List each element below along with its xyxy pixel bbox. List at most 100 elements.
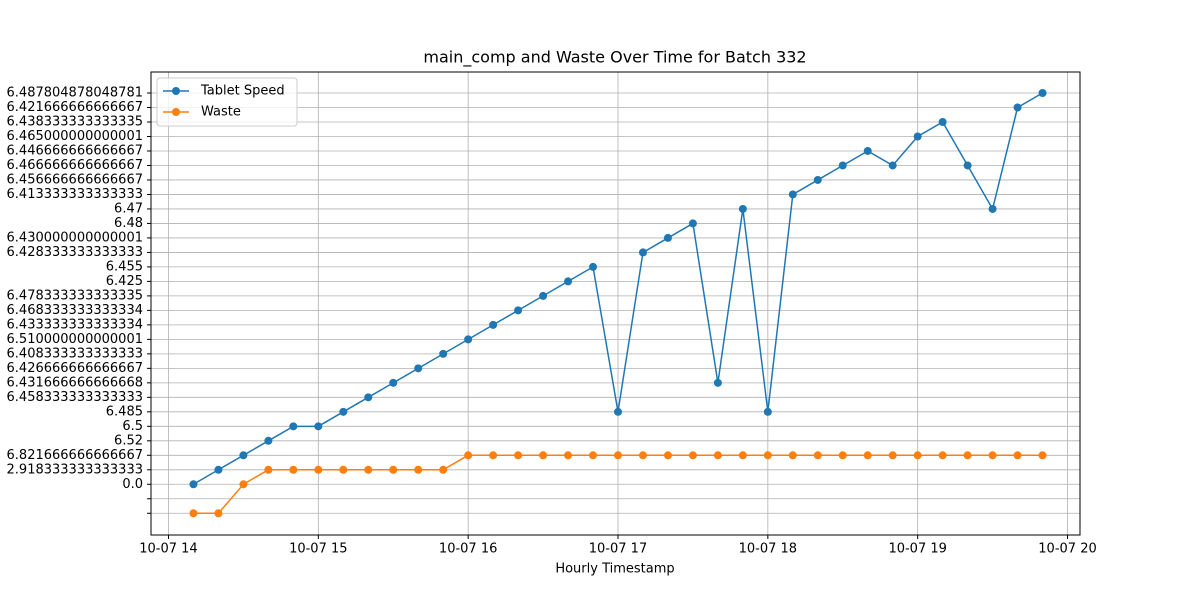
data-point xyxy=(863,451,872,460)
data-point xyxy=(713,378,722,387)
y-tick-label: 6.510000000000001 xyxy=(7,332,143,347)
data-point xyxy=(314,465,323,474)
data-point xyxy=(738,204,747,213)
data-point xyxy=(913,451,922,460)
data-point xyxy=(1013,103,1022,112)
y-tick-label: 6.487804878048781 xyxy=(7,86,143,101)
y-tick-label: 6.408333333333333 xyxy=(7,346,143,361)
y-tick-label: 6.47 xyxy=(114,201,143,216)
data-point xyxy=(289,465,298,474)
data-point xyxy=(289,422,298,431)
x-tick-label: 10-07 15 xyxy=(289,542,347,557)
y-tick-label: 6.5 xyxy=(122,419,143,434)
data-point xyxy=(564,277,573,286)
y-tick-label: 6.430000000000001 xyxy=(7,230,143,245)
y-tick-label: 6.465000000000001 xyxy=(7,129,143,144)
data-point xyxy=(439,465,448,474)
data-point xyxy=(838,161,847,170)
data-point xyxy=(813,175,822,184)
data-point xyxy=(613,451,622,460)
y-tick-label: 6.485 xyxy=(106,404,143,419)
data-point xyxy=(688,219,697,228)
data-point xyxy=(788,451,797,460)
x-axis-label: Hourly Timestamp xyxy=(555,562,674,577)
data-point xyxy=(264,465,273,474)
data-point xyxy=(464,451,473,460)
data-point xyxy=(314,422,323,431)
data-point xyxy=(339,407,348,416)
data-point xyxy=(589,451,598,460)
data-point xyxy=(1013,451,1022,460)
data-point xyxy=(838,451,847,460)
data-point xyxy=(938,451,947,460)
data-point xyxy=(888,161,897,170)
y-tick-label: 6.446666666666667 xyxy=(7,143,143,158)
data-point xyxy=(214,509,223,518)
data-point xyxy=(763,451,772,460)
data-point xyxy=(663,451,672,460)
y-tick-label: 6.428333333333333 xyxy=(7,245,143,260)
data-point xyxy=(613,407,622,416)
data-point xyxy=(214,465,223,474)
x-tick-label: 10-07 19 xyxy=(888,542,946,557)
legend-label: Waste xyxy=(201,105,241,120)
data-point xyxy=(1038,451,1047,460)
data-point xyxy=(439,349,448,358)
y-tick-label: 6.466666666666667 xyxy=(7,158,143,173)
data-point xyxy=(913,132,922,141)
plot-frame xyxy=(150,71,1081,536)
y-tick-label: 6.468333333333334 xyxy=(7,303,143,318)
y-tick-label: 2.918333333333333 xyxy=(7,462,143,477)
data-point xyxy=(539,451,548,460)
y-tick-label: 6.52 xyxy=(114,433,143,448)
y-tick-label: 6.425 xyxy=(106,274,143,289)
data-point xyxy=(813,451,822,460)
x-tick-label: 10-07 17 xyxy=(589,542,647,557)
y-tick-label: 6.821666666666667 xyxy=(7,448,143,463)
data-point xyxy=(713,451,722,460)
data-point xyxy=(414,364,423,373)
legend-label: Tablet Speed xyxy=(200,84,285,99)
data-point xyxy=(638,248,647,257)
data-point xyxy=(963,161,972,170)
y-tick-label: 6.456666666666667 xyxy=(7,172,143,187)
data-point xyxy=(489,320,498,329)
data-point xyxy=(514,306,523,315)
data-point xyxy=(663,233,672,242)
chart-title: main_comp and Waste Over Time for Batch … xyxy=(423,48,806,68)
x-tick-label: 10-07 14 xyxy=(139,542,197,557)
data-point xyxy=(788,190,797,199)
legend: Tablet Speed Waste xyxy=(156,77,298,127)
y-tick-label: 6.413333333333333 xyxy=(7,187,143,202)
data-point xyxy=(464,335,473,344)
x-tick-label: 10-07 18 xyxy=(739,542,797,557)
legend-marker xyxy=(172,87,180,95)
y-tick-label: 6.478333333333335 xyxy=(7,288,143,303)
data-point xyxy=(339,465,348,474)
data-point xyxy=(514,451,523,460)
data-point xyxy=(239,451,248,460)
data-point xyxy=(738,451,747,460)
data-point xyxy=(888,451,897,460)
data-point xyxy=(938,117,947,126)
y-tick-label: 6.48 xyxy=(114,216,143,231)
y-tick-label: 6.421666666666667 xyxy=(7,100,143,115)
data-point xyxy=(589,262,598,271)
data-point xyxy=(1038,89,1047,98)
data-point xyxy=(638,451,647,460)
data-point xyxy=(988,204,997,213)
data-point xyxy=(489,451,498,460)
y-tick-label: 0.0 xyxy=(122,477,143,492)
data-point xyxy=(414,465,423,474)
y-tick-label: 6.431666666666668 xyxy=(7,375,143,390)
data-point xyxy=(189,509,198,518)
x-tick-label: 10-07 20 xyxy=(1038,542,1096,557)
data-point xyxy=(239,480,248,489)
data-point xyxy=(539,291,548,300)
data-point xyxy=(364,393,373,402)
data-point xyxy=(963,451,972,460)
data-point xyxy=(264,436,273,445)
x-tick-label: 10-07 16 xyxy=(439,542,497,557)
data-point xyxy=(389,378,398,387)
